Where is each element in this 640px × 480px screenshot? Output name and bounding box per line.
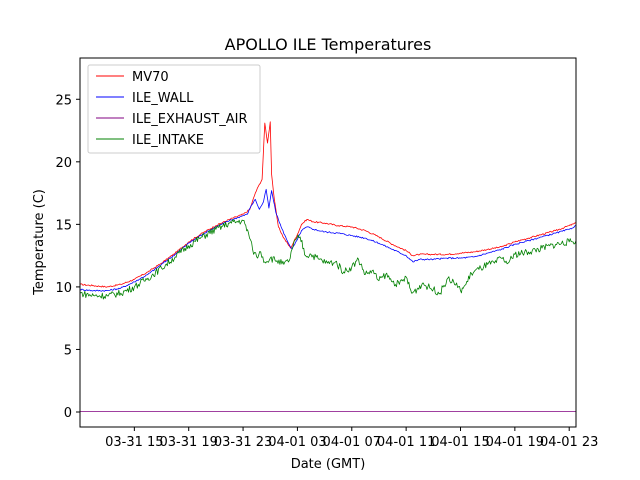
x-tick-label: 04-01 19: [486, 435, 544, 450]
x-tick-label: 04-01 15: [431, 435, 489, 450]
x-tick-label: 03-31 15: [105, 435, 163, 450]
x-axis-label: Date (GMT): [291, 457, 366, 472]
x-tick-label: 04-01 11: [377, 435, 435, 450]
series-line-mv70: [80, 121, 576, 288]
legend: MV70 ILE_WALL ILE_EXHAUST_AIR ILE_INTAKE: [87, 64, 261, 154]
x-tick-label: 04-01 07: [323, 435, 381, 450]
x-tick-label: 03-31 23: [214, 435, 272, 450]
y-tick-label: 10: [55, 281, 72, 296]
y-tick-label: 0: [64, 406, 72, 421]
legend-label: ILE_WALL: [132, 91, 194, 106]
y-tick-label: 25: [55, 93, 72, 108]
series-line-ile-intake: [80, 219, 576, 300]
y-axis-label: Temperature (C): [32, 189, 47, 296]
legend-label: ILE_EXHAUST_AIR: [132, 112, 248, 127]
axes-frame: [79, 57, 577, 428]
x-tick-label: 04-01 03: [268, 435, 326, 450]
y-tick-label: 15: [55, 218, 72, 233]
y-tick-label: 20: [55, 156, 72, 171]
y-axis: 0 5 10 15 20 25: [55, 93, 80, 421]
legend-label: ILE_INTAKE: [132, 133, 204, 148]
x-tick-label: 03-31 19: [159, 435, 217, 450]
chart-title: APOLLO ILE Temperatures: [225, 35, 432, 54]
series-line-ile-wall: [80, 188, 576, 292]
series-layer: [80, 121, 576, 412]
y-tick-label: 5: [64, 343, 72, 358]
legend-box: [87, 64, 261, 154]
legend-label: MV70: [132, 70, 169, 85]
x-tick-label: 04-01 23: [540, 435, 598, 450]
